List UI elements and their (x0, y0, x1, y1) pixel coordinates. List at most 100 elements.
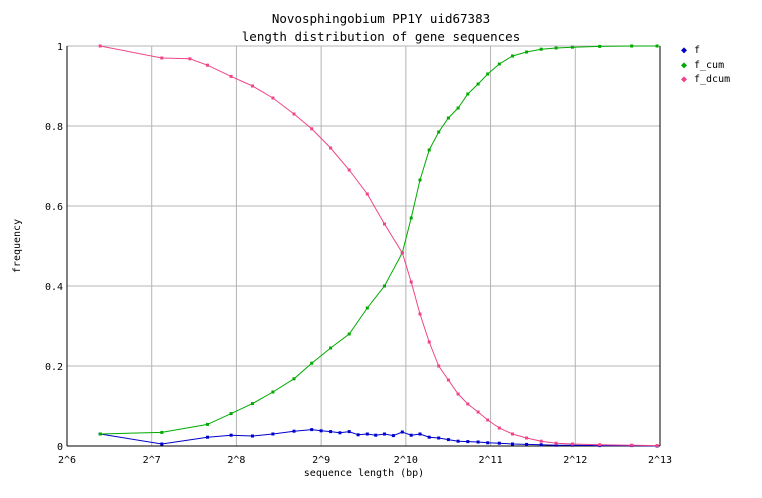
data-point-f (292, 429, 296, 433)
data-point-f (160, 442, 164, 446)
data-point-f-cum (655, 44, 659, 48)
data-point-f-cum (271, 390, 275, 394)
x-tick-label: 2^6 (58, 455, 76, 466)
data-point-f-cum (497, 62, 501, 66)
data-point-f (271, 432, 275, 436)
data-point-f (310, 428, 314, 432)
data-point-f (456, 439, 460, 443)
y-axis-label: frequency (12, 219, 23, 273)
data-point-f (229, 433, 233, 437)
data-point-f-dcum (497, 426, 501, 430)
y-tick-label: 0.4 (45, 282, 63, 293)
data-point-f (497, 441, 501, 445)
data-point-f-dcum (188, 57, 192, 61)
data-point-f-cum (486, 72, 490, 76)
data-point-f (391, 434, 395, 438)
legend-label: f_cum (694, 59, 725, 71)
series-line-f-cum (100, 45, 658, 435)
x-tick-label: 2^9 (312, 455, 330, 466)
data-point-f-cum (446, 116, 450, 120)
y-tick-label: 0.8 (45, 122, 63, 133)
data-point-f-cum (347, 332, 351, 336)
data-point-f-dcum (383, 222, 386, 226)
series-line-f (100, 429, 658, 447)
data-point-f-cum (329, 346, 333, 350)
data-point-f-cum (383, 284, 386, 288)
x-tick-label: 2^7 (143, 455, 161, 466)
data-point-f-cum (525, 50, 529, 54)
data-point-f-cum (630, 44, 634, 48)
data-point-f-dcum (251, 84, 254, 88)
data-point-f-cum (598, 44, 602, 48)
legend-item-f: ◆ f (680, 44, 700, 58)
data-point-f-dcum (539, 439, 543, 443)
data-point-f-cum (409, 216, 413, 220)
data-point-f-cum (427, 148, 431, 152)
y-tick-label: 0.2 (45, 362, 63, 373)
data-point-f-dcum (160, 56, 164, 60)
data-point-f-cum (292, 377, 296, 381)
data-point-f-cum (310, 361, 314, 365)
data-point-f (511, 442, 514, 446)
data-point-f-dcum (630, 443, 634, 447)
data-point-f-cum (570, 45, 574, 49)
data-point-f-dcum (310, 127, 314, 131)
data-point-f (525, 442, 529, 446)
data-point-f-cum (206, 422, 209, 426)
chart-title: Novosphingobium PP1Y uid67383 (271, 11, 491, 26)
data-point-f (338, 431, 342, 435)
y-tick-label: 0.6 (45, 202, 63, 213)
data-point-f-cum (160, 430, 164, 434)
legend-label: f_dcum (694, 74, 731, 85)
data-point-f (400, 430, 404, 434)
data-point-f-cum (251, 402, 254, 406)
data-point-f-dcum (365, 192, 369, 196)
data-point-f-dcum (271, 96, 275, 100)
data-point-f-dcum (292, 112, 296, 116)
data-point-f-dcum (329, 146, 333, 150)
legend-item-f-dcum: ◆ f_dcum (680, 73, 730, 87)
x-axis-label: sequence length (bp) (304, 468, 424, 479)
data-point-f (486, 441, 490, 445)
y-tick-label: 1 (57, 42, 63, 53)
data-point-f-dcum (554, 441, 558, 445)
data-point-f-dcum (446, 378, 450, 382)
legend-label: f (694, 45, 701, 56)
data-point-f (383, 432, 386, 436)
data-point-f (539, 443, 543, 447)
data-point-f-dcum (409, 280, 413, 284)
x-tick-label: 2^13 (648, 455, 672, 466)
data-point-f-cum (98, 432, 102, 436)
series-line-f-dcum (100, 45, 658, 447)
data-point-f (365, 432, 369, 436)
data-point-f (374, 433, 378, 437)
data-point-f-dcum (347, 168, 351, 172)
data-point-f-cum (511, 54, 514, 58)
y-tick-label: 0 (57, 442, 63, 453)
data-point-f-cum (229, 412, 233, 416)
data-point-f (476, 440, 480, 444)
data-point-f (206, 435, 209, 439)
legend-marker: ◆ (680, 45, 688, 56)
data-point-f-dcum (570, 442, 574, 446)
data-point-f-dcum (427, 340, 431, 344)
data-point-f (466, 440, 470, 444)
data-point-f-dcum (437, 364, 441, 368)
chart-subtitle: length distribution of gene sequences (241, 29, 521, 44)
data-point-f-dcum (98, 44, 102, 48)
data-point-f (356, 433, 360, 437)
legend-item-f-cum: ◆ f_cum (680, 59, 724, 73)
data-point-f-cum (456, 106, 460, 110)
data-point-f-cum (476, 82, 480, 86)
data-point-f-cum (437, 130, 441, 134)
legend-marker: ◆ (680, 74, 688, 85)
data-point-f-cum (554, 46, 558, 50)
data-point-f-dcum (456, 392, 460, 396)
data-point-f-dcum (655, 444, 659, 448)
data-point-f-dcum (486, 418, 490, 422)
data-point-f (418, 432, 422, 436)
x-tick-label: 2^10 (394, 455, 418, 466)
data-point-f-dcum (418, 312, 422, 316)
data-point-f (347, 430, 351, 434)
data-point-f-cum (418, 178, 422, 182)
